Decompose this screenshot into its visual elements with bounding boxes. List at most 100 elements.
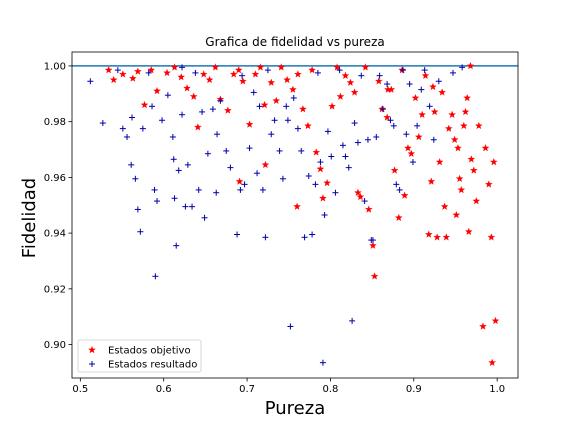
data-point — [140, 100, 149, 109]
data-point — [259, 186, 266, 193]
data-point — [435, 158, 444, 166]
data-point — [119, 125, 126, 132]
data-point — [345, 164, 352, 171]
data-point — [336, 92, 345, 100]
data-point — [283, 103, 290, 110]
data-point — [430, 107, 439, 116]
data-point — [301, 234, 308, 241]
data-point — [464, 227, 473, 235]
data-point — [418, 110, 426, 118]
data-point — [129, 114, 136, 121]
data-point — [328, 102, 336, 110]
data-point — [268, 131, 275, 138]
legend-label: Estados resultado — [108, 360, 197, 371]
data-point — [406, 81, 413, 88]
series-estados-resultado — [87, 64, 466, 366]
data-point — [195, 186, 202, 193]
data-point — [358, 72, 365, 79]
x-axis: 0.5 0.6 0.7 0.8 0.9 1.0 — [72, 378, 505, 395]
x-tick-label: 0.9 — [406, 384, 422, 395]
data-point — [224, 106, 232, 114]
x-tick-label: 0.5 — [72, 384, 88, 395]
data-point — [373, 133, 380, 140]
data-point — [351, 120, 358, 127]
data-point — [139, 125, 146, 132]
data-point — [424, 230, 433, 238]
data-point — [324, 128, 331, 135]
data-point — [361, 63, 370, 71]
data-point — [404, 144, 412, 152]
data-point — [479, 322, 487, 330]
data-point — [213, 189, 220, 196]
data-point — [293, 202, 301, 210]
data-point — [399, 67, 406, 74]
data-point — [153, 86, 161, 95]
data-point — [414, 132, 423, 141]
data-point — [183, 84, 191, 92]
data-point — [189, 203, 196, 210]
data-point — [199, 108, 206, 115]
data-point — [387, 117, 394, 124]
data-point — [151, 186, 158, 193]
data-point — [390, 166, 399, 174]
x-tick-label: 0.7 — [239, 384, 255, 395]
data-point — [214, 131, 221, 138]
data-point — [435, 78, 442, 85]
data-point — [364, 205, 373, 213]
data-point — [304, 121, 312, 130]
star-marker — [88, 345, 96, 354]
data-point — [149, 103, 156, 110]
data-point — [204, 150, 211, 157]
legend: Estados objetivo Estados resultado — [77, 339, 202, 373]
data-point — [444, 124, 453, 132]
chart-title: Grafica de fidelidad vs pureza — [205, 35, 384, 49]
data-point — [409, 159, 416, 166]
data-point — [393, 181, 400, 188]
data-point — [271, 117, 278, 124]
data-point — [484, 180, 493, 188]
data-point — [374, 77, 383, 85]
data-point — [426, 103, 433, 110]
data-point — [474, 121, 483, 130]
data-point — [170, 63, 179, 71]
data-point — [459, 64, 466, 71]
data-point — [290, 94, 297, 101]
data-point — [400, 191, 409, 199]
y-tick-label: 0.90 — [44, 340, 66, 351]
data-point — [383, 113, 391, 121]
data-point — [298, 147, 305, 154]
data-point — [463, 93, 471, 102]
data-point — [414, 122, 421, 129]
data-point — [170, 156, 177, 163]
data-point — [312, 181, 319, 188]
data-point — [488, 358, 496, 366]
data-point — [209, 106, 216, 113]
data-point — [333, 63, 341, 71]
x-axis-label: Pureza — [265, 398, 326, 419]
data-point — [159, 117, 166, 124]
data-point — [134, 67, 142, 75]
data-point — [384, 81, 391, 88]
data-point — [192, 69, 199, 76]
data-point — [217, 97, 224, 104]
data-point — [276, 147, 283, 154]
data-point — [227, 164, 234, 171]
data-point — [177, 73, 186, 81]
data-point — [349, 317, 356, 324]
data-point — [246, 145, 253, 152]
data-point — [421, 71, 430, 79]
data-point — [411, 93, 420, 102]
data-point — [430, 136, 437, 143]
data-point — [132, 175, 139, 182]
data-point — [199, 70, 208, 78]
data-point — [433, 233, 441, 241]
data-point — [134, 206, 141, 213]
data-point — [145, 69, 152, 76]
data-point — [361, 198, 368, 205]
data-point — [427, 177, 436, 185]
y-tick-label: 0.94 — [44, 229, 66, 240]
data-point — [312, 148, 321, 156]
data-point — [354, 139, 361, 146]
data-point — [179, 64, 186, 71]
data-point — [394, 213, 403, 222]
